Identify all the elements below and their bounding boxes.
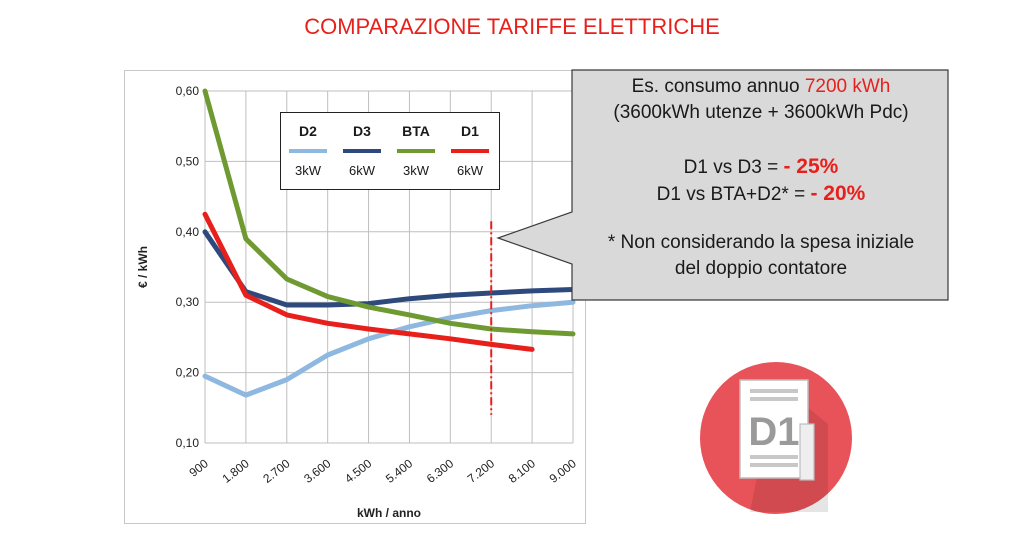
legend-label-d2: D2: [299, 123, 317, 139]
legend-swatch-d1: [451, 149, 489, 153]
y-tick-label: 0,50: [176, 154, 200, 168]
legend-item-d2: D2 3kW: [281, 113, 335, 189]
legend-swatch-bta: [397, 149, 435, 153]
series-line-d1: [202, 211, 535, 352]
y-tick-label: 0,30: [176, 295, 200, 309]
x-axis-label: kWh / anno: [357, 506, 421, 520]
d1-vs-bta-value: - 20%: [810, 182, 866, 205]
legend-item-d1: D1 6kW: [443, 113, 497, 189]
callout-note-line1: * Non considerando la spesa iniziale: [607, 232, 915, 253]
legend-swatch-d3: [343, 149, 381, 153]
d1-vs-d3-value: - 25%: [783, 155, 839, 178]
callout-note-line2: del doppio contatore: [674, 258, 848, 279]
callout-text: Es. consumo annuo 7200 kWh (3600kWh uten…: [574, 74, 948, 282]
legend-power-d2: 3kW: [295, 163, 321, 178]
y-tick-label: 0,40: [176, 225, 200, 239]
document-icon: D1: [700, 362, 852, 514]
legend-swatch-d2: [289, 149, 327, 153]
callout-line-consumo: Es. consumo annuo 7200 kWh: [631, 76, 891, 97]
series-line-d3: [202, 229, 576, 308]
legend-power-bta: 3kW: [403, 163, 429, 178]
callout-line-d1-vs-bta: D1 vs BTA+D2* = - 20%: [656, 182, 866, 205]
annual-consumption-value: 7200 kWh: [804, 76, 891, 97]
legend-power-d1: 6kW: [457, 163, 483, 178]
legend-item-bta: BTA 3kW: [389, 113, 443, 189]
page-title: COMPARAZIONE TARIFFE ELETTRICHE: [304, 14, 720, 39]
y-axis-label: € / kWh: [136, 246, 150, 288]
y-tick-label: 0,20: [176, 366, 200, 380]
callout-line-d1-vs-d3: D1 vs D3 = - 25%: [683, 155, 839, 178]
series-line-bta: [202, 88, 576, 337]
chart-legend: D2 3kW D3 6kW BTA 3kW D1 6kW: [280, 112, 500, 190]
legend-label-d3: D3: [353, 123, 371, 139]
legend-label-d1: D1: [461, 123, 479, 139]
document-icon-label: D1: [748, 410, 799, 454]
legend-item-d3: D3 6kW: [335, 113, 389, 189]
y-tick-label: 0,60: [176, 84, 200, 98]
legend-label-bta: BTA: [402, 123, 430, 139]
legend-power-d3: 6kW: [349, 163, 375, 178]
callout-line-breakdown: (3600kWh utenze + 3600kWh Pdc): [613, 102, 909, 123]
y-tick-label: 0,10: [176, 436, 200, 450]
